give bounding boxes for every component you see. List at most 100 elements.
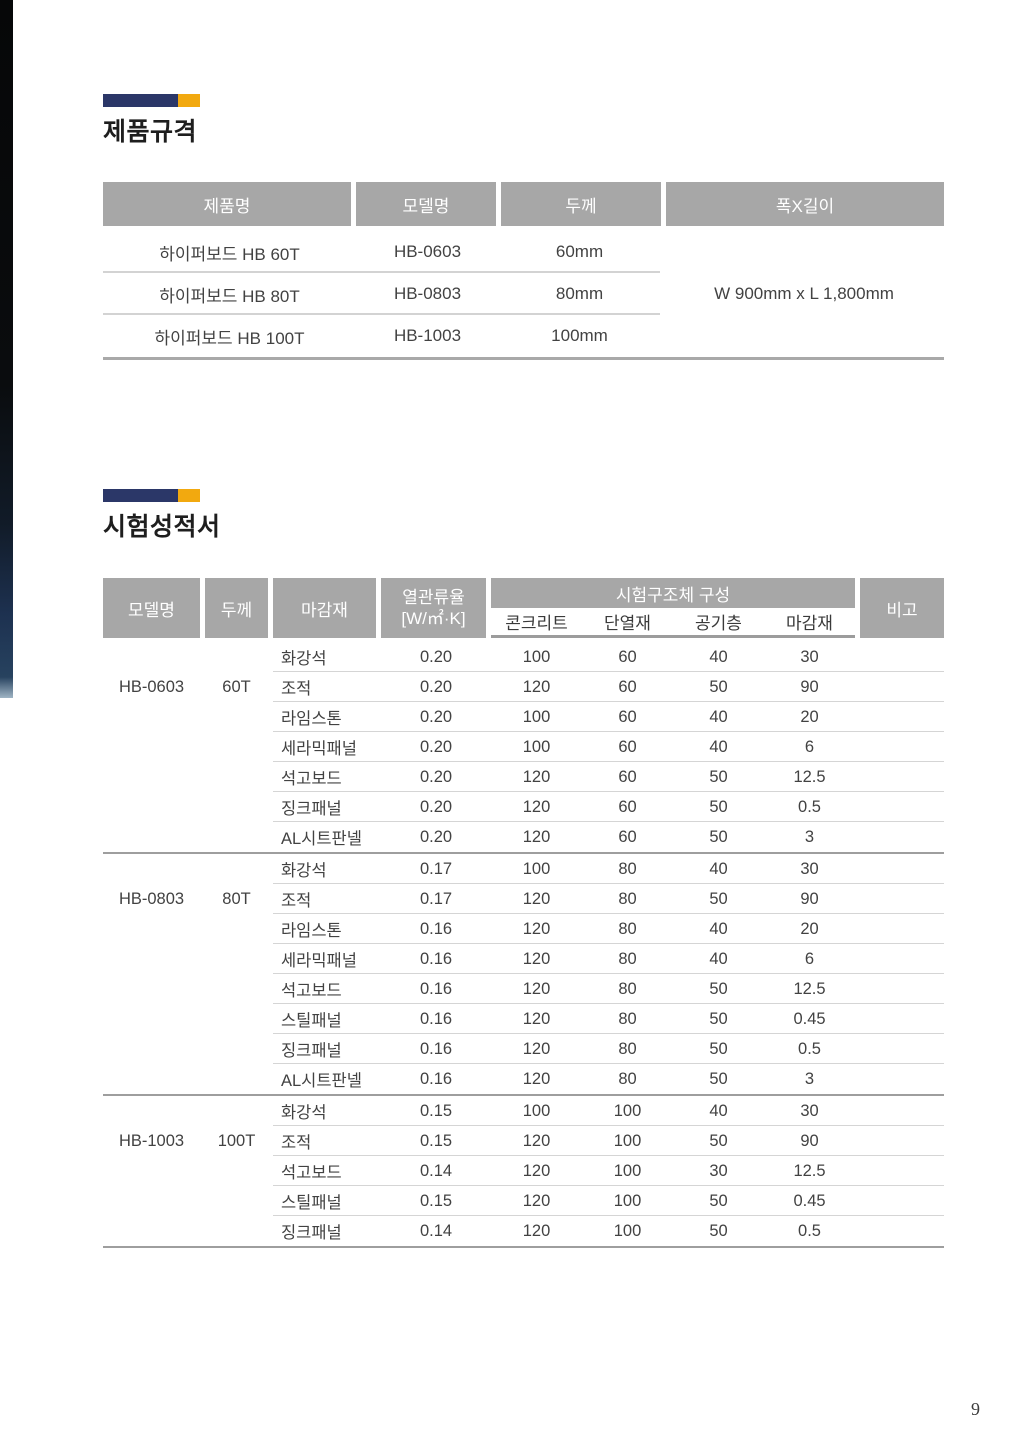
t1-header-col-0: 제품명: [103, 182, 351, 226]
finish-cell: 세라믹패널: [281, 952, 357, 970]
product-spec-row: 하이퍼보드 HB 80T HB-0803 80mm: [103, 273, 660, 315]
test-report-row: 석고보드 0.16 120 80 50 12.5: [103, 974, 944, 1004]
air-layer-cell: 40: [709, 1101, 728, 1120]
test-report-row: 징크패널 0.16 120 80 50 0.5: [103, 1034, 944, 1064]
model-group: HB-0603 60T 화강석 0.20 100 60 40 30 조적 0.20 120 60 50 9…: [103, 642, 944, 854]
finish-cell: 라임스톤: [281, 922, 342, 940]
u-value-cell: 0.20: [419, 797, 453, 816]
model-group: HB-1003 100T 화강석 0.15 100 100 40 30 조적 0.15 120 100…: [103, 1096, 944, 1248]
finish-cell: 석고보드: [281, 1164, 342, 1182]
test-report-row: AL시트판넬 0.16 120 80 50 3: [103, 1064, 944, 1094]
finish-cell: 조적: [281, 892, 312, 910]
test-report-row: 징크패널 0.14 120 100 50 0.5: [103, 1216, 944, 1246]
u-value-cell: 0.17: [419, 889, 453, 908]
header-u-value: 열관류율 [W/㎡·K]: [381, 578, 486, 638]
air-layer-cell: 50: [709, 1009, 728, 1028]
insulation-cell: 80: [618, 889, 637, 908]
u-value-cell: 0.20: [419, 827, 453, 846]
concrete-cell: 120: [522, 797, 551, 816]
air-layer-cell: 50: [709, 677, 728, 696]
model-name-cell: HB-0803: [393, 284, 462, 303]
u-value-cell: 0.20: [419, 677, 453, 696]
concrete-cell: 120: [522, 767, 551, 786]
product-spec-table-header: 제품명 모델명 두께 폭X길이: [103, 182, 944, 226]
test-report-row: 세라믹패널 0.16 120 80 40 6: [103, 944, 944, 974]
finish-thickness-cell: 30: [800, 859, 819, 878]
concrete-cell: 100: [522, 647, 551, 666]
group-model-cell: HB-0803: [118, 889, 185, 908]
accent-yellow-block: [178, 94, 200, 107]
finish-cell: 화강석: [281, 1104, 327, 1122]
finish-thickness-cell: 20: [800, 919, 819, 938]
insulation-cell: 80: [618, 1039, 637, 1058]
product-spec-row: 하이퍼보드 HB 60T HB-0603 60mm: [103, 231, 660, 273]
insulation-cell: 80: [618, 979, 637, 998]
group-model-cell: HB-1003: [118, 1131, 185, 1150]
concrete-cell: 120: [522, 919, 551, 938]
finish-thickness-cell: 6: [804, 949, 815, 968]
concrete-cell: 120: [522, 827, 551, 846]
insulation-cell: 60: [618, 827, 637, 846]
t1-header-col-3: 폭X길이: [666, 182, 944, 226]
u-value-cell: 0.20: [419, 647, 453, 666]
insulation-cell: 100: [613, 1101, 642, 1120]
air-layer-cell: 50: [709, 1069, 728, 1088]
finish-thickness-cell: 90: [800, 677, 819, 696]
u-value-cell: 0.16: [419, 949, 453, 968]
product-spec-table-body: 하이퍼보드 HB 60T HB-0603 60mm 하이퍼보드 HB 80T HB-08…: [103, 231, 944, 360]
u-value-cell: 0.14: [419, 1161, 453, 1180]
air-layer-cell: 50: [709, 889, 728, 908]
test-report-row: 조적 0.15 120 100 50 90: [103, 1126, 944, 1156]
test-report-row: 스틸패널 0.16 120 80 50 0.45: [103, 1004, 944, 1034]
insulation-cell: 80: [618, 919, 637, 938]
finish-thickness-cell: 0.5: [798, 797, 821, 816]
concrete-cell: 120: [522, 1039, 551, 1058]
insulation-cell: 100: [613, 1191, 642, 1210]
u-value-cell: 0.17: [419, 859, 453, 878]
test-report-row: 조적 0.20 120 60 50 90: [103, 672, 944, 702]
test-report-row: 화강석 0.15 100 100 40 30: [103, 1096, 944, 1126]
finish-thickness-cell: 0.5: [798, 1221, 821, 1240]
concrete-cell: 120: [522, 1009, 551, 1028]
header-structure-group: 시험구조체 구성 콘크리트 단열재 공기층 마감재: [491, 578, 855, 638]
test-report-row: 세라믹패널 0.20 100 60 40 6: [103, 732, 944, 762]
finish-cell: AL시트판넬: [281, 830, 362, 848]
concrete-cell: 120: [522, 979, 551, 998]
finish-cell: 스틸패널: [281, 1194, 342, 1212]
test-report-row: 석고보드 0.20 120 60 50 12.5: [103, 762, 944, 792]
finish-cell: 조적: [281, 680, 312, 698]
header-finish: 마감재: [273, 578, 376, 638]
model-name-cell: HB-1003: [393, 326, 462, 345]
thickness-cell: 80mm: [555, 284, 604, 303]
concrete-cell: 100: [522, 1101, 551, 1120]
air-layer-cell: 50: [709, 1221, 728, 1240]
u-value-cell: 0.20: [419, 737, 453, 756]
finish-thickness-cell: 3: [804, 827, 815, 846]
air-layer-cell: 50: [709, 1191, 728, 1210]
header-u-value-line1: 열관류율: [402, 587, 465, 607]
header-structure-subcolumns: 콘크리트 단열재 공기층 마감재: [491, 608, 855, 638]
insulation-cell: 80: [618, 949, 637, 968]
finish-cell: 라임스톤: [281, 710, 342, 728]
model-name-cell: HB-0603: [393, 242, 462, 261]
group-thickness-cell: 100T: [217, 1131, 256, 1150]
insulation-cell: 60: [618, 707, 637, 726]
concrete-cell: 120: [522, 677, 551, 696]
finish-cell: 스틸패널: [281, 1012, 342, 1030]
header-thickness: 두께: [205, 578, 268, 638]
air-layer-cell: 40: [709, 737, 728, 756]
finish-thickness-cell: 12.5: [793, 979, 826, 998]
finish-cell: 징크패널: [281, 800, 342, 818]
u-value-cell: 0.16: [419, 1069, 453, 1088]
finish-cell: 화강석: [281, 862, 327, 880]
product-spec-table: 제품명 모델명 두께 폭X길이 하이퍼보드 HB 60T HB-0603 60mm 하이퍼보…: [103, 182, 944, 360]
finish-thickness-cell: 12.5: [793, 1161, 826, 1180]
concrete-cell: 100: [522, 737, 551, 756]
finish-thickness-cell: 3: [804, 1069, 815, 1088]
product-name-cell: 하이퍼보드 HB 80T: [159, 286, 300, 306]
finish-cell: 석고보드: [281, 770, 342, 788]
concrete-cell: 100: [522, 707, 551, 726]
section2-accent-bar: [103, 489, 200, 502]
air-layer-cell: 50: [709, 767, 728, 786]
test-report-table: 모델명 두께 마감재 열관류율 [W/㎡·K] 시험구조체 구성 콘크리트 단열재…: [103, 578, 944, 1248]
